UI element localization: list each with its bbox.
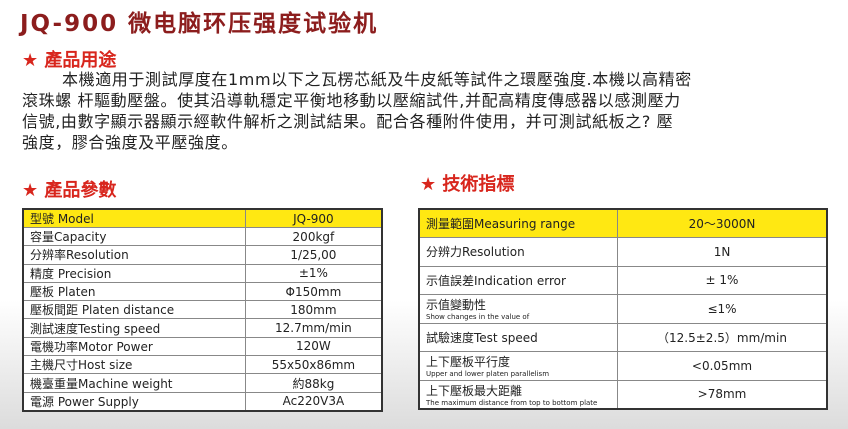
title: JQ-900 微电脑环压强度试验机 <box>20 11 379 37</box>
param-value: 180mm <box>244 300 383 320</box>
specs-row: 上下壓板最大距離 The maximum distance from top to… <box>418 379 828 409</box>
param-value: 1/25,00 <box>244 245 383 265</box>
specs-row: 測量範圍Measuring range 20～3000N <box>418 208 828 238</box>
params-row: 型號 Model JQ-900 <box>22 208 383 228</box>
usage-line: 強度，膠合強度及平壓強度。 <box>22 133 238 152</box>
spec-value: ± 1% <box>617 265 828 295</box>
params-row: 壓板間距 Platen distance 180mm <box>22 300 383 320</box>
params-row: 主機尺寸Host size 55x50x86mm <box>22 355 383 375</box>
spec-label: 上下壓板平行度 Upper and lower platen parallelis… <box>418 351 618 381</box>
spec-label: 試驗速度Test speed <box>418 322 618 352</box>
spec-label-sub: Show changes in the value of <box>426 313 530 322</box>
spec-label: 示值誤差Indication error <box>418 265 618 295</box>
param-label: 容量Capacity <box>22 226 246 247</box>
param-label: 壓板間距 Platen distance <box>22 300 246 320</box>
specs-row: 示值變動性 Show changes in the value of ≤1% <box>418 294 828 324</box>
usage-line: 信號,由數字顯示器顯示經軟件解析之測試結果。配合各種附件使用，并可測試紙板之? … <box>22 112 674 131</box>
spec-label: 示值變動性 Show changes in the value of <box>418 294 618 324</box>
params-row: 容量Capacity 200kgf <box>22 226 383 247</box>
spec-label-text: 示值變動性 <box>426 298 487 313</box>
param-label: 機臺重量Machine weight <box>22 373 246 393</box>
specs-heading: ★ 技術指標 <box>420 174 515 195</box>
param-value: JQ-900 <box>244 208 383 228</box>
spec-value: ≤1% <box>617 294 828 324</box>
spec-label: 分辨力Resolution <box>418 237 618 267</box>
spec-value: <0.05mm <box>617 351 828 381</box>
params-table: 型號 Model JQ-900 容量Capacity 200kgf 分辨率Resolut… <box>22 208 383 412</box>
specs-row: 分辨力Resolution 1N <box>418 237 828 267</box>
specs-row: 試驗速度Test speed （12.5±2.5）mm/min <box>418 322 828 352</box>
param-label: 分辨率Resolution <box>22 245 246 265</box>
spec-label-text: 上下壓板平行度 <box>426 355 511 370</box>
usage-line: 滾珠螺 杆驅動壓盤。使其沿導軌穩定平衡地移動以壓縮試件,并配高精度傳感器以感測壓… <box>22 91 681 110</box>
spec-label-text: 上下壓板最大距離 <box>426 383 523 398</box>
params-row: 壓板 Platen Φ150mm <box>22 281 383 302</box>
params-row: 分辨率Resolution 1/25,00 <box>22 245 383 265</box>
params-heading: ★ 產品參數 <box>22 180 117 201</box>
param-label: 精度 Precision <box>22 263 246 283</box>
spec-value: >78mm <box>617 379 828 409</box>
param-label: 電源 Power Supply <box>22 391 246 412</box>
param-label: 測試速度Testing speed <box>22 318 246 338</box>
spec-label-text: 分辨力Resolution <box>426 245 525 260</box>
params-row: 電機功率Motor Power 120W <box>22 336 383 357</box>
param-value: 55x50x86mm <box>244 355 383 375</box>
spec-label: 測量範圍Measuring range <box>418 208 618 238</box>
specs-row: 示值誤差Indication error ± 1% <box>418 265 828 295</box>
usage-line: 本機適用于測試厚度在1mm以下之瓦楞芯紙及牛皮紙等試件之環壓強度.本機以高精密 <box>62 70 692 89</box>
spec-value: 1N <box>617 237 828 267</box>
param-value: 約88kg <box>244 373 383 393</box>
params-row: 電源 Power Supply Ac220V3A <box>22 391 383 412</box>
param-value: Φ150mm <box>244 281 383 302</box>
param-value: 200kgf <box>244 226 383 247</box>
usage-heading: ★ 產品用途 <box>22 50 117 71</box>
spec-label-text: 測量範圍Measuring range <box>426 217 576 231</box>
param-value: Ac220V3A <box>244 391 383 412</box>
param-label: 型號 Model <box>22 208 246 228</box>
params-row: 機臺重量Machine weight 約88kg <box>22 373 383 393</box>
specs-table: 測量範圍Measuring range 20～3000N 分辨力Resolution… <box>418 208 828 410</box>
param-value: 12.7mm/min <box>244 318 383 338</box>
spec-label-text: 試驗速度Test speed <box>426 330 538 345</box>
spec-value: 20～3000N <box>617 208 828 238</box>
spec-label-sub: Upper and lower platen parallelism <box>426 370 550 379</box>
spec-value: （12.5±2.5）mm/min <box>617 322 828 352</box>
params-row: 測試速度Testing speed 12.7mm/min <box>22 318 383 338</box>
spec-label: 上下壓板最大距離 The maximum distance from top to… <box>418 379 618 409</box>
param-label: 主機尺寸Host size <box>22 355 246 375</box>
param-label: 電機功率Motor Power <box>22 336 246 357</box>
param-value: 120W <box>244 336 383 357</box>
param-value: ±1% <box>244 263 383 283</box>
spec-label-sub: The maximum distance from top to bottom … <box>426 398 598 407</box>
specs-row: 上下壓板平行度 Upper and lower platen parallelis… <box>418 351 828 381</box>
params-row: 精度 Precision ±1% <box>22 263 383 283</box>
spec-label-text: 示值誤差Indication error <box>426 273 566 288</box>
param-label: 壓板 Platen <box>22 281 246 302</box>
